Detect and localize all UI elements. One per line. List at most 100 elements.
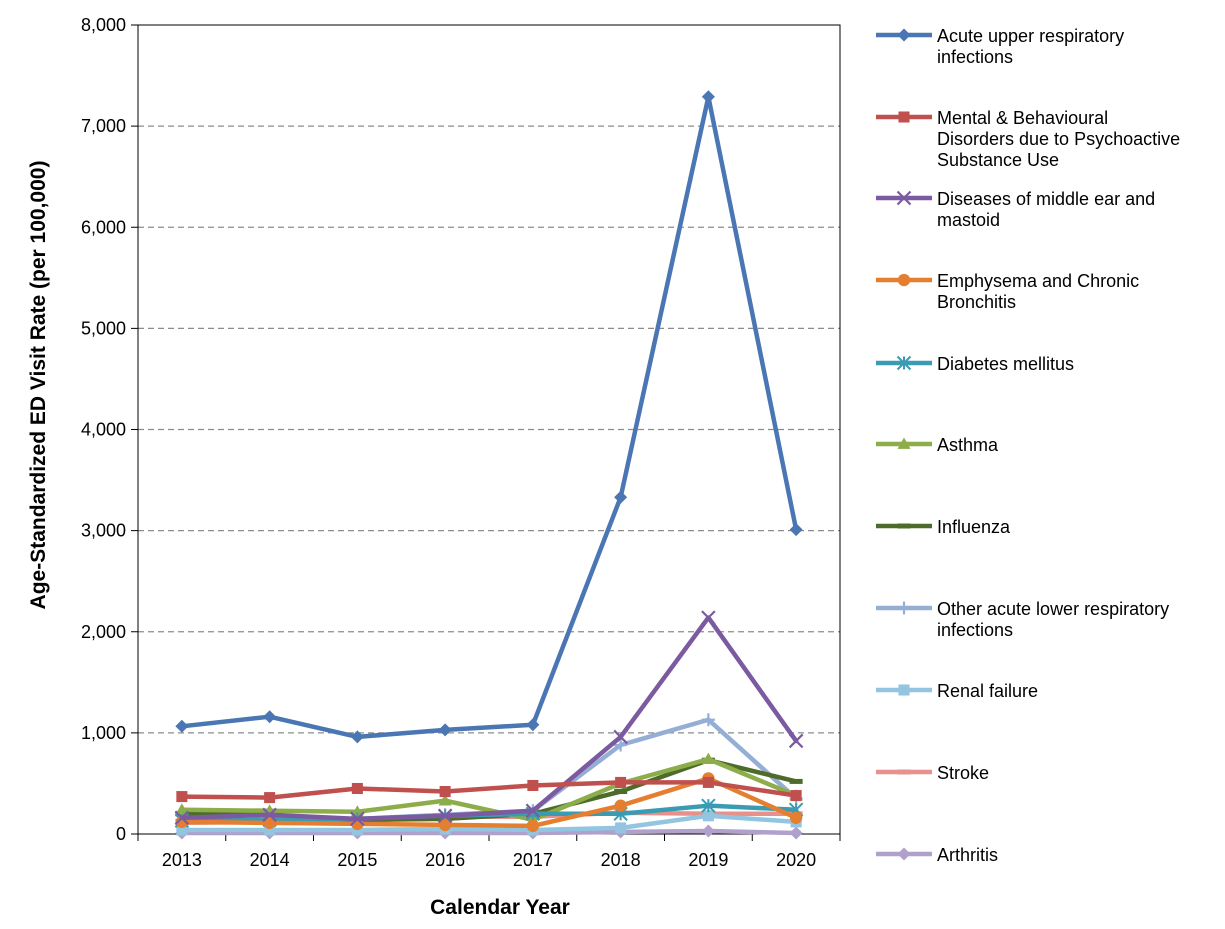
data-point	[615, 822, 627, 834]
legend-item: Stroke	[876, 763, 989, 783]
data-point	[350, 811, 365, 827]
legend-label: Disorders due to Psychoactive	[937, 129, 1180, 149]
marker-asterisk	[701, 798, 716, 813]
series-line	[179, 94, 799, 740]
y-tick-label: 0	[116, 824, 126, 844]
data-point	[614, 789, 628, 795]
data-point	[525, 803, 541, 819]
x-tick-label: 2019	[688, 850, 728, 870]
data-point	[701, 713, 715, 727]
marker-x	[174, 810, 190, 826]
legend-item: Renal failure	[876, 681, 1038, 701]
series-2	[176, 776, 802, 804]
marker-square	[898, 111, 910, 123]
x-tick-label: 2015	[337, 850, 377, 870]
data-point	[526, 819, 540, 833]
data-point	[897, 847, 911, 861]
legend-label: Bronchitis	[937, 292, 1016, 312]
data-point	[896, 355, 912, 371]
legend-label: mastoid	[937, 210, 1000, 230]
data-point	[896, 190, 912, 206]
data-point	[897, 769, 911, 775]
marker-square	[439, 786, 451, 798]
data-point	[263, 816, 276, 830]
data-point	[438, 723, 452, 737]
data-point	[898, 111, 910, 123]
marker-x	[896, 190, 912, 206]
x-tick-label: 2018	[601, 850, 641, 870]
data-point	[614, 490, 628, 504]
marker-triangle	[175, 803, 189, 815]
data-point	[527, 779, 539, 791]
marker-diamond	[614, 490, 628, 504]
marker-circle	[897, 273, 911, 287]
marker-x	[613, 729, 628, 745]
marker-x	[437, 808, 453, 824]
data-point	[350, 805, 364, 817]
data-point	[438, 818, 452, 832]
marker-plus	[614, 738, 628, 752]
data-point	[176, 791, 188, 803]
marker-square	[176, 791, 188, 803]
marker-x	[262, 807, 277, 823]
legend-label: Asthma	[937, 435, 999, 455]
data-point	[897, 523, 911, 529]
marker-square	[351, 782, 363, 795]
marker-asterisk	[896, 355, 912, 371]
marker-plus	[701, 713, 715, 727]
legend-item: Asthma	[876, 435, 999, 455]
data-point	[789, 826, 803, 840]
series-3	[174, 610, 804, 827]
marker-diamond	[789, 523, 803, 537]
legend-label: Acute upper respiratory	[937, 26, 1124, 46]
axes: 0 1,000 2,000 3,000 4,000 5,000 6,000 7,000 8,00…	[81, 15, 841, 870]
y-tick-label: 2,000	[81, 622, 126, 642]
marker-square	[264, 824, 276, 836]
data-point	[264, 824, 276, 836]
marker-diamond	[701, 90, 715, 104]
marker-x	[350, 811, 365, 827]
marker-diamond	[350, 730, 364, 744]
y-tick-label: 6,000	[81, 217, 126, 237]
marker-dash	[789, 778, 803, 784]
legend-label: Substance Use	[937, 150, 1059, 170]
legend-label: infections	[937, 47, 1013, 67]
data-point	[437, 808, 453, 824]
y-tick-label: 4,000	[81, 420, 126, 440]
marker-plus	[897, 601, 911, 615]
marker-diamond	[789, 826, 803, 840]
data-point	[789, 811, 803, 824]
data-point	[263, 710, 277, 724]
data-point	[613, 729, 628, 745]
marker-square	[790, 790, 802, 802]
data-point	[614, 738, 628, 752]
x-tick-label: 2013	[162, 850, 202, 870]
series-line	[179, 756, 799, 823]
marker-circle	[789, 811, 803, 824]
marker-triangle	[701, 752, 715, 765]
marker-diamond	[175, 719, 189, 733]
marker-square	[702, 776, 714, 788]
data-point	[262, 807, 277, 823]
legend-label: Emphysema and Chronic	[937, 271, 1139, 291]
marker-diamond	[701, 824, 715, 838]
legend-item: Influenza	[876, 517, 1011, 537]
data-point	[788, 733, 804, 749]
legend-label: Renal failure	[937, 681, 1038, 701]
data-point	[897, 28, 911, 42]
marker-square	[527, 779, 539, 791]
legend-label: Influenza	[937, 517, 1011, 537]
marker-diamond	[897, 28, 911, 42]
marker-dash	[897, 769, 911, 775]
data-point	[897, 273, 911, 287]
series-line	[179, 813, 799, 833]
legend-label: Mental & Behavioural	[937, 108, 1108, 128]
marker-circle	[263, 816, 276, 830]
y-tick-label: 7,000	[81, 116, 126, 136]
marker-square	[264, 792, 276, 804]
